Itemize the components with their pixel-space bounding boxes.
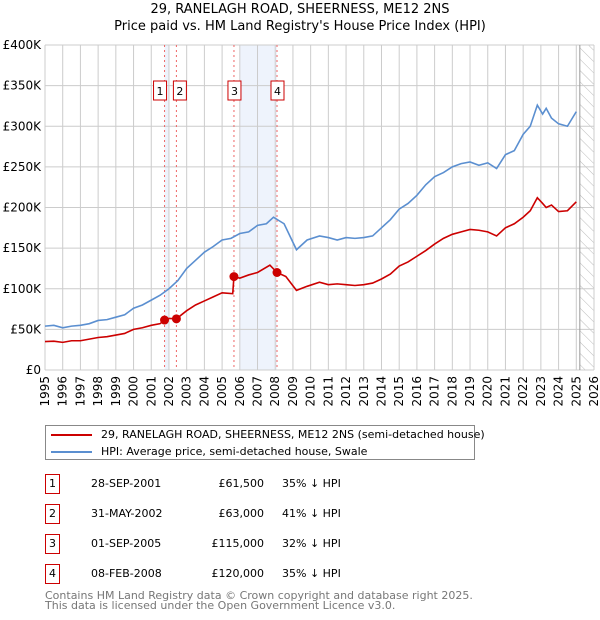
x-tick-label: 2018 xyxy=(445,376,459,407)
y-tick-label: £0 xyxy=(26,363,41,377)
x-tick-label: 2016 xyxy=(410,376,424,407)
legend: 29, RANELAGH ROAD, SHEERNESS, ME12 2NS (… xyxy=(45,425,485,460)
sale-label: 2 xyxy=(176,85,183,98)
sale-label: 1 xyxy=(157,85,164,98)
x-tick-label: 2021 xyxy=(498,376,512,407)
x-tick-label: 2023 xyxy=(534,376,548,407)
x-tick-label: 2003 xyxy=(180,376,194,407)
footer-copyright: Contains HM Land Registry data © Crown c… xyxy=(45,589,473,602)
x-tick-label: 1995 xyxy=(38,376,52,407)
legend-label-hpi: HPI: Average price, semi-detached house,… xyxy=(101,445,368,458)
sale-number-badge: 2 xyxy=(45,504,60,524)
x-tick-label: 1998 xyxy=(91,376,105,407)
sale-date: 01-SEP-2005 xyxy=(91,537,162,550)
sale-hpi-diff: 32% ↓ HPI xyxy=(282,537,341,550)
sale-number-badge: 3 xyxy=(45,534,60,554)
table-row: 2 31-MAY-2002 £63,000 41% ↓ HPI xyxy=(45,504,445,524)
sale-price: £120,000 xyxy=(211,567,265,580)
table-row: 3 01-SEP-2005 £115,000 32% ↓ HPI xyxy=(45,534,445,554)
x-tick-label: 2017 xyxy=(428,376,442,407)
sale-date: 08-FEB-2008 xyxy=(91,567,162,580)
x-tick-label: 2014 xyxy=(374,376,388,407)
x-tick-label: 2000 xyxy=(127,376,141,407)
line-chart: 1995 1996 1997 1998 1999 2000 2001 2002 2003 2004… xyxy=(3,38,600,407)
y-tick-label: £300K xyxy=(3,119,43,133)
sale-point xyxy=(229,272,239,282)
y-tick-label: £50K xyxy=(10,322,42,336)
footer-licence: This data is licensed under the Open Gov… xyxy=(45,599,396,612)
sale-price: £63,000 xyxy=(218,507,265,520)
sale-point xyxy=(171,314,181,324)
sale-label-box xyxy=(153,80,168,101)
y-tick-label: £200K xyxy=(3,201,43,215)
legend-swatch-property xyxy=(51,434,92,436)
legend-label-property: 29, RANELAGH ROAD, SHEERNESS, ME12 2NS (… xyxy=(101,428,485,441)
x-tick-label: 2005 xyxy=(215,376,229,407)
x-tick-label: 2004 xyxy=(197,376,211,407)
sale-label-box xyxy=(227,80,242,101)
x-tick-label: 2001 xyxy=(144,376,158,407)
x-tick-label: 2019 xyxy=(463,376,477,407)
y-tick-label: £150K xyxy=(3,241,43,255)
x-tick-label: 2007 xyxy=(251,376,265,407)
x-tick-label: 2015 xyxy=(392,376,406,407)
sale-label-box xyxy=(172,80,187,101)
property-price-line xyxy=(44,196,577,344)
y-tick-label: £100K xyxy=(3,282,43,296)
sale-date: 31-MAY-2002 xyxy=(91,507,163,520)
sale-hpi-diff: 35% ↓ HPI xyxy=(282,567,341,580)
table-row: 1 28-SEP-2001 £61,500 35% ↓ HPI xyxy=(45,474,445,494)
x-tick-label: 2020 xyxy=(481,376,495,407)
sale-point xyxy=(160,315,170,325)
x-tick-label: 2010 xyxy=(304,376,318,407)
sale-date: 28-SEP-2001 xyxy=(91,477,162,490)
sale-label-box xyxy=(270,80,285,101)
y-tick-label: £400K xyxy=(3,38,43,52)
x-tick-label: 2006 xyxy=(233,376,247,407)
sale-price: £115,000 xyxy=(211,537,265,550)
hpi-line xyxy=(44,103,577,329)
x-tick-label: 1996 xyxy=(56,376,70,407)
chart-title: 29, RANELAGH ROAD, SHEERNESS, ME12 2NS xyxy=(150,2,450,17)
sale-label: 4 xyxy=(274,85,281,98)
x-tick-label: 2026 xyxy=(587,376,600,407)
sale-hpi-diff: 41% ↓ HPI xyxy=(282,507,341,520)
x-tick-label: 2012 xyxy=(339,376,353,407)
x-tick-label: 2002 xyxy=(162,376,176,407)
x-tick-label: 2022 xyxy=(516,376,530,407)
sale-point xyxy=(272,268,282,277)
sale-hpi-diff: 35% ↓ HPI xyxy=(282,477,341,490)
x-tick-label: 1999 xyxy=(109,376,123,407)
sale-price: £61,500 xyxy=(218,477,265,490)
sale-number-badge: 4 xyxy=(45,564,60,584)
x-tick-label: 2025 xyxy=(569,376,583,407)
x-tick-label: 1997 xyxy=(73,376,87,407)
x-tick-label: 2011 xyxy=(321,376,335,407)
table-row: 4 08-FEB-2008 £120,000 35% ↓ HPI xyxy=(45,564,445,584)
x-tick-label: 2013 xyxy=(357,376,371,407)
x-tick-label: 2008 xyxy=(268,376,282,407)
sale-number-badge: 1 xyxy=(45,474,60,494)
chart-subtitle: Price paid vs. HM Land Registry's House … xyxy=(114,19,486,34)
x-tick-label: 2009 xyxy=(286,376,300,407)
x-tick-label: 2024 xyxy=(552,376,566,407)
sale-label: 3 xyxy=(231,85,238,98)
y-tick-label: £250K xyxy=(3,160,43,174)
legend-swatch-hpi xyxy=(51,451,92,453)
y-tick-label: £350K xyxy=(3,79,43,93)
